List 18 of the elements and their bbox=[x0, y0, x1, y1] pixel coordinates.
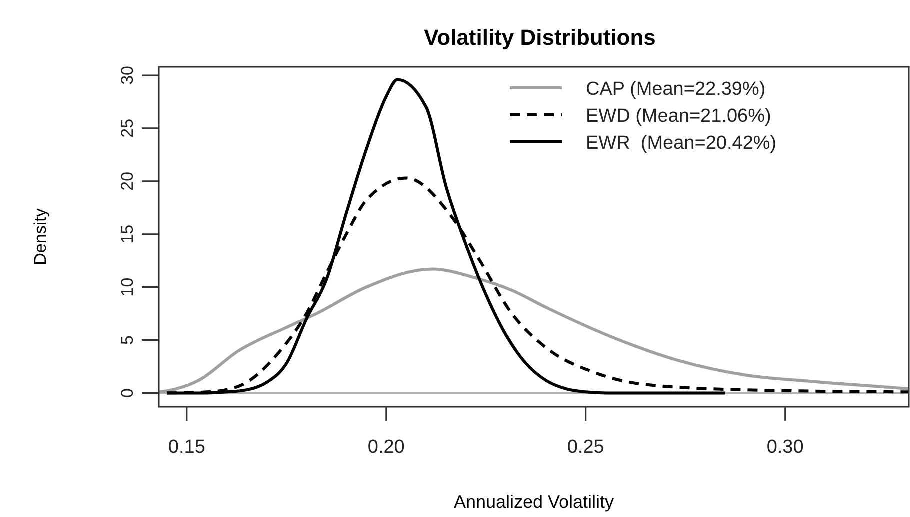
y-tick-label: 10 bbox=[118, 278, 137, 297]
x-axis-title: Annualized Volatility bbox=[454, 492, 614, 512]
y-tick-label: 20 bbox=[118, 172, 137, 191]
legend-label: CAP (Mean=22.39%) bbox=[586, 79, 766, 100]
x-tick-label: 0.20 bbox=[368, 437, 405, 458]
y-tick-label: 15 bbox=[118, 224, 137, 244]
chart-title: Volatility Distributions bbox=[424, 25, 656, 50]
y-tick-label: 5 bbox=[118, 336, 137, 346]
y-tick-label: 30 bbox=[118, 66, 137, 85]
y-tick-label: 0 bbox=[118, 388, 137, 398]
x-tick-label: 0.15 bbox=[168, 437, 206, 458]
y-axis-title: Density bbox=[31, 208, 50, 266]
legend-label: EWR (Mean=20.42%) bbox=[586, 133, 777, 154]
line-series bbox=[159, 268, 909, 394]
y-tick-label: 25 bbox=[118, 118, 137, 138]
legend-label: EWD (Mean=21.06%) bbox=[586, 106, 772, 127]
x-tick-label: 0.25 bbox=[567, 437, 604, 458]
x-tick-label: 0.30 bbox=[766, 437, 804, 458]
